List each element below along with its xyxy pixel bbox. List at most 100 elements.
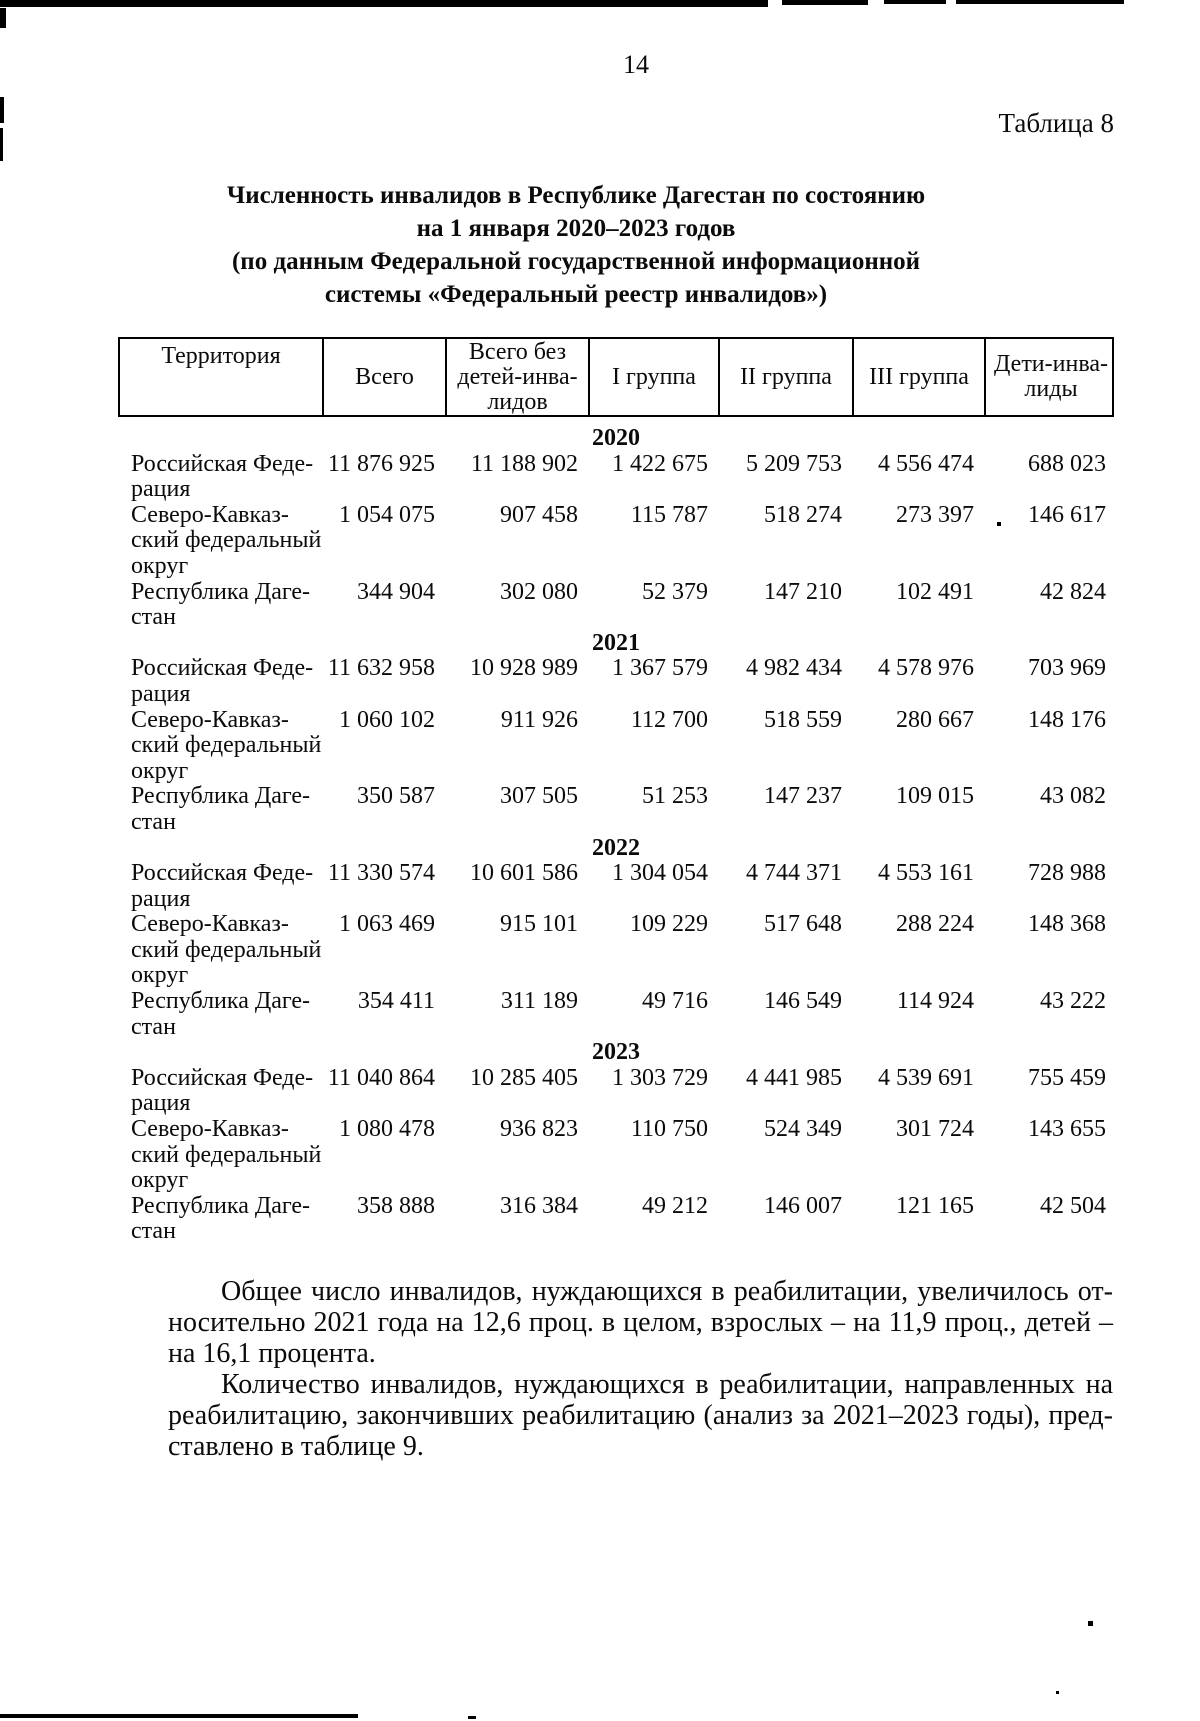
value-cell: 43 222	[1040, 988, 1106, 1015]
value-cell: 517 648	[764, 911, 842, 938]
column-header-group-1: I группа	[588, 339, 718, 415]
value-cell: 11 040 864	[327, 1064, 435, 1091]
text-line: ставлено в таблице 9.	[168, 1431, 424, 1462]
scan-artifact-dot	[997, 522, 1001, 526]
value-cell: 311 189	[500, 988, 578, 1015]
value-cell: 42 824	[1040, 578, 1106, 605]
value-cell: 703 969	[1028, 655, 1106, 682]
value-cell: 146 549	[764, 988, 842, 1015]
value-cell: 112 700	[630, 706, 708, 733]
territory-cell: Северо-Кавказ- ский федеральный округ	[131, 1116, 322, 1194]
scan-artifact-dot	[1056, 1691, 1059, 1694]
value-cell: 288 224	[896, 911, 974, 938]
value-cell: 143 655	[1028, 1116, 1106, 1143]
body-text: Общее число инвалидов, нуждающихся в реа…	[168, 1276, 1113, 1462]
value-cell: 936 823	[500, 1116, 578, 1143]
table-row: Российская Феде- рация 11 876 925 11 188 9…	[118, 450, 1114, 503]
value-cell: 1 080 478	[339, 1116, 435, 1143]
table-row: Республика Даге- стан 358 888 316 384 49 21…	[118, 1192, 1114, 1245]
value-cell: 301 724	[896, 1116, 974, 1143]
scan-artifact-bottom-dash	[468, 1716, 476, 1719]
table-caption: Таблица 8	[998, 108, 1114, 138]
title-line: на 1 января 2020–2023 годов	[416, 215, 736, 242]
scan-artifact-bottom-line	[0, 1714, 358, 1718]
value-cell: 911 926	[500, 706, 578, 733]
table-row: Северо-Кавказ- ский федеральный округ 1 0…	[118, 706, 1114, 785]
value-cell: 524 349	[764, 1116, 842, 1143]
title-line: (по данным Федеральной государственной и…	[231, 248, 921, 275]
text-line: Общее число инвалидов, нуждающихся в реа…	[221, 1276, 1113, 1307]
value-cell: 728 988	[1028, 860, 1106, 887]
territory-cell: Российская Феде- рация	[131, 450, 314, 503]
value-cell: 114 924	[896, 988, 974, 1015]
text-line: носительно 2021 года на 12,6 проц. в цел…	[168, 1307, 1113, 1338]
value-cell: 907 458	[500, 501, 578, 528]
title-line: системы «Федеральный реестр инвалидов»)	[324, 281, 828, 308]
value-cell: 10 928 989	[470, 655, 578, 682]
value-cell: 109 229	[630, 911, 708, 938]
column-header-group-3: III группа	[852, 339, 984, 415]
scan-artifact-top-dash	[884, 0, 946, 4]
value-cell: 43 082	[1040, 783, 1106, 810]
value-cell: 146 007	[764, 1192, 842, 1219]
table-body: 2020 Российская Феде- рация 11 876 925 11 1…	[118, 417, 1114, 1245]
territory-cell: Российская Феде- рация	[131, 655, 314, 707]
scan-artifact-top-bar	[0, 0, 768, 7]
territory-cell: Республика Даге- стан	[131, 988, 311, 1040]
value-cell: 755 459	[1028, 1064, 1106, 1091]
table-row: Северо-Кавказ- ский федеральный округ 1 0…	[118, 1116, 1114, 1194]
value-cell: 147 210	[764, 578, 842, 605]
value-cell: 10 285 405	[470, 1064, 578, 1091]
table-row: Российская Феде- рация 11 040 864 10 285 4…	[118, 1064, 1114, 1117]
value-cell: 52 379	[642, 578, 708, 605]
text-line: Количество инвалидов, нуждающихся в реаб…	[221, 1369, 1113, 1400]
value-cell: 354 411	[357, 988, 435, 1015]
value-cell: 42 504	[1040, 1192, 1106, 1219]
value-cell: 316 384	[500, 1192, 578, 1219]
year-heading: 2023	[592, 1039, 640, 1066]
value-cell: 109 015	[896, 783, 974, 810]
value-cell: 1 304 054	[612, 860, 708, 887]
value-cell: 102 491	[896, 578, 974, 605]
value-cell: 4 539 691	[878, 1064, 974, 1091]
value-cell: 273 397	[896, 501, 974, 528]
territory-cell: Российская Феде- рация	[131, 1064, 314, 1117]
table-row: Российская Феде- рация 11 632 958 10 928 9…	[118, 655, 1114, 707]
value-cell: 4 578 976	[878, 655, 974, 682]
value-cell: 148 368	[1028, 911, 1106, 938]
table-row: Северо-Кавказ- ский федеральный округ 1 0…	[118, 501, 1114, 580]
value-cell: 1 063 469	[339, 911, 435, 938]
value-cell: 4 744 371	[746, 860, 842, 887]
text-line: реабилитацию, закончивших реабилитацию (…	[168, 1400, 1113, 1431]
value-cell: 5 209 753	[746, 450, 842, 477]
scan-artifact-top-dash	[782, 0, 868, 5]
title-line: Численность инвалидов в Республике Дагес…	[226, 182, 926, 209]
territory-cell: Республика Даге- стан	[131, 578, 311, 631]
table-row: Северо-Кавказ- ский федеральный округ 1 0…	[118, 912, 1114, 989]
value-cell: 350 587	[357, 783, 435, 810]
value-cell: 11 330 574	[327, 860, 435, 887]
territory-cell: Северо-Кавказ- ский федеральный округ	[131, 706, 322, 784]
value-cell: 11 632 958	[327, 655, 435, 682]
value-cell: 115 787	[630, 501, 708, 528]
value-cell: 344 904	[357, 578, 435, 605]
value-cell: 11 188 902	[470, 450, 578, 477]
scan-artifact-left-mark	[0, 8, 6, 28]
year-heading: 2021	[592, 629, 640, 656]
paragraph-rehabilitation-growth: Общее число инвалидов, нуждающихся в реа…	[168, 1276, 1113, 1369]
value-cell: 51 253	[642, 783, 708, 810]
territory-cell: Северо-Кавказ- ский федеральный округ	[131, 911, 322, 989]
statistics-table: Территория Всего Всего без детей-инва- л…	[118, 337, 1114, 1245]
value-cell: 1 054 075	[339, 501, 435, 528]
value-cell: 147 237	[764, 783, 842, 810]
value-cell: 358 888	[357, 1192, 435, 1219]
value-cell: 518 274	[764, 501, 842, 528]
column-header-group-2: II группа	[718, 339, 852, 415]
paragraph-next-table-reference: Количество инвалидов, нуждающихся в реаб…	[168, 1369, 1113, 1462]
value-cell: 148 176	[1028, 706, 1106, 733]
value-cell: 146 617	[1028, 501, 1106, 528]
scan-artifact-top-dash	[956, 0, 1124, 4]
territory-cell: Российская Феде- рация	[131, 860, 314, 912]
value-cell: 1 422 675	[612, 450, 708, 477]
